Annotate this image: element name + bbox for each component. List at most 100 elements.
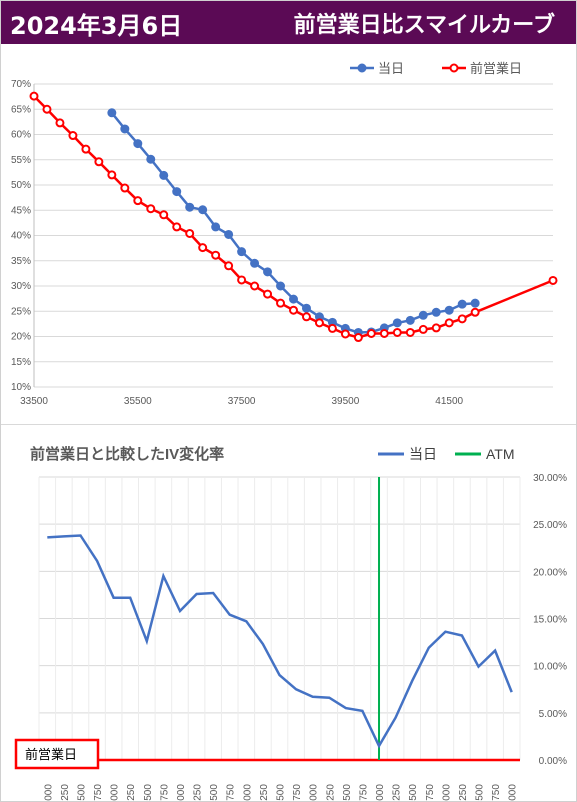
chart1-data-point xyxy=(29,91,39,101)
chart2-x-tick-label: 37000 xyxy=(176,784,187,801)
chart2-baseline-label-box xyxy=(14,738,100,770)
chart2-x-tick-label: 39750 xyxy=(358,784,369,801)
chart1-data-point xyxy=(405,315,415,325)
chart1-data-point xyxy=(418,324,428,334)
chart1-data-point xyxy=(250,281,260,291)
chart1-y-tick-label: 25% xyxy=(11,306,31,317)
header-title: 前営業日比スマイルカーブ xyxy=(293,13,555,38)
chart1-data-point xyxy=(198,243,208,253)
chart2-x-tick-label: 35500 xyxy=(76,784,87,801)
chart1-data-point xyxy=(392,318,402,328)
chart1-series xyxy=(29,91,558,343)
chart1-data-point xyxy=(327,323,337,333)
chart1-data-point xyxy=(146,154,156,164)
chart2-x-tick-label: 37500 xyxy=(209,784,220,801)
chart2-x-tick-label: 38000 xyxy=(242,784,253,801)
chart1-data-point xyxy=(470,307,480,317)
chart1-data-point xyxy=(263,267,273,277)
chart2-y-tick-label: 30.00% xyxy=(533,473,567,484)
chart2-x-tick-label: 35000 xyxy=(43,784,54,801)
chart2-x-tick-label: 40000 xyxy=(375,784,386,801)
smile-curve-chart: 10%15%20%25%30%35%40%45%50%55%60%65%70% … xyxy=(11,61,558,407)
chart1-data-point xyxy=(340,329,350,339)
chart1-data-point xyxy=(55,118,65,128)
chart1-legend: 当日 前営業日 xyxy=(350,61,522,76)
chart1-y-tick-label: 45% xyxy=(11,205,31,216)
chart2-series: 前営業日 xyxy=(14,477,520,770)
chart1-data-point xyxy=(185,202,195,212)
chart2-y-tick-labels: 0.00% 5.00% 10.00% 15.00% 20.00% 25.00% 30.00% xyxy=(533,473,567,767)
chart1-data-point xyxy=(211,222,221,232)
chart1-y-tick-label: 40% xyxy=(11,231,31,242)
chart1-y-tick-label: 10% xyxy=(11,382,31,393)
chart2-y-tick-label: 10.00% xyxy=(533,662,567,673)
chart2-legend-label: ATM xyxy=(486,446,515,462)
chart1-data-point xyxy=(289,294,298,304)
chart1-data-point xyxy=(250,258,260,268)
chart1-y-tick-label: 60% xyxy=(11,130,31,141)
chart2-x-tick-label: 41750 xyxy=(491,784,502,801)
chart1-data-point xyxy=(457,299,467,309)
chart2-x-tick-label: 35750 xyxy=(93,784,104,801)
chart1-data-point xyxy=(146,204,156,214)
chart1-data-point xyxy=(185,228,195,238)
chart2-title: 前営業日と比較したIV変化率 xyxy=(30,445,224,463)
chart1-data-point xyxy=(237,275,247,285)
chart2-x-tick-label: 40500 xyxy=(408,784,419,801)
chart1-y-tick-label: 65% xyxy=(11,104,31,115)
chart1-data-point xyxy=(301,312,311,322)
chart1-data-point xyxy=(120,124,130,134)
chart1-y-tick-label: 15% xyxy=(11,357,31,368)
header-date: 2024年3月6日 xyxy=(10,12,183,40)
chart1-legend-marker xyxy=(449,63,459,73)
chart1-data-point xyxy=(107,170,117,180)
chart2-x-tick-label: 38750 xyxy=(292,784,303,801)
chart1-y-tick-label: 30% xyxy=(11,281,31,292)
chart2-y-tick-label: 20.00% xyxy=(533,567,567,578)
chart1-data-point xyxy=(548,275,558,285)
chart1-data-point xyxy=(444,305,454,315)
chart1-x-tick-label: 33500 xyxy=(20,396,48,407)
chart2-x-tick-label: 40250 xyxy=(392,784,403,801)
chart1-data-point xyxy=(159,210,169,220)
chart1-y-tick-label: 50% xyxy=(11,180,31,191)
chart2-y-tick-label: 15.00% xyxy=(533,615,567,626)
chart1-x-tick-label: 35500 xyxy=(124,396,152,407)
chart2-legend-label: 当日 xyxy=(409,446,437,462)
chart1-data-point xyxy=(418,310,428,320)
chart2-y-tick-label: 5.00% xyxy=(539,709,567,720)
chart2-x-tick-label: 39250 xyxy=(325,784,336,801)
chart1-data-point xyxy=(444,318,454,328)
header-bar: 2024年3月6日 前営業日比スマイルカーブ xyxy=(0,0,577,44)
chart1-data-point xyxy=(301,303,311,313)
chart1-data-point xyxy=(159,170,169,180)
chart1-data-point xyxy=(198,205,208,215)
chart1-data-point xyxy=(353,333,363,343)
chart2-x-tick-labels: 35000 35250 35500 35750 36000 36250 36500 36750… xyxy=(43,784,518,801)
chart2-x-tick-label: 41250 xyxy=(458,784,469,801)
chart2-x-tick-label: 37250 xyxy=(193,784,204,801)
chart1-y-tick-label: 55% xyxy=(11,155,31,166)
chart1-y-tick-label: 20% xyxy=(11,332,31,343)
chart1-x-tick-labels: 33500 35500 37500 39500 41500 xyxy=(20,396,463,407)
chart1-x-tick-label: 39500 xyxy=(331,396,359,407)
chart2-y-tick-label: 0.00% xyxy=(539,756,567,767)
chart1-data-point xyxy=(211,250,221,260)
chart2-gridlines xyxy=(38,476,521,761)
chart1-data-point xyxy=(224,261,234,271)
chart1-data-point xyxy=(431,307,441,317)
chart2-x-tick-label: 36750 xyxy=(159,784,170,801)
chart1-data-point xyxy=(470,298,480,308)
chart1-data-point xyxy=(133,196,143,206)
chart1-data-point xyxy=(431,323,441,333)
chart1-data-point xyxy=(276,298,286,308)
chart1-x-tick-label: 37500 xyxy=(228,396,256,407)
chart1-data-point xyxy=(289,305,298,315)
chart1-data-point xyxy=(263,289,273,299)
chart1-data-point xyxy=(81,144,91,154)
chart1-data-point xyxy=(392,327,402,337)
chart2-x-tick-label: 40750 xyxy=(425,784,436,801)
chart2-y-tick-label: 25.00% xyxy=(533,520,567,531)
chart2-x-tick-label: 36250 xyxy=(126,784,137,801)
chart2-x-tick-label: 41000 xyxy=(441,784,452,801)
